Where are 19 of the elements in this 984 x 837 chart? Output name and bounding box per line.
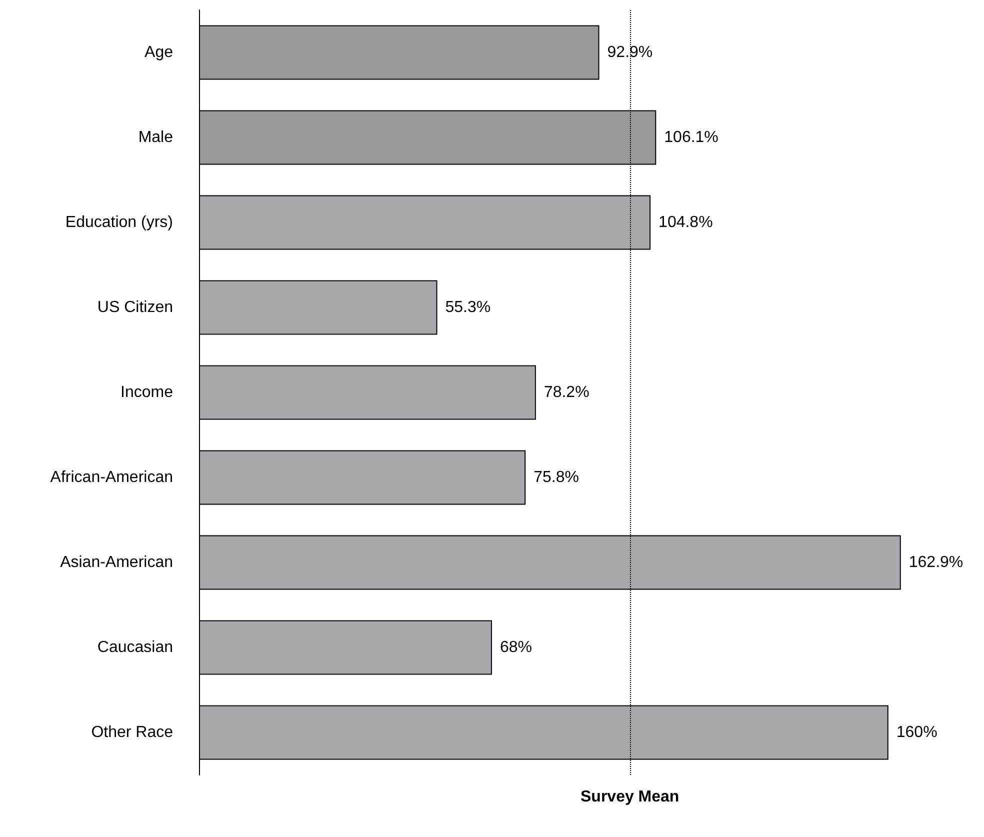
data-label: 160% xyxy=(896,724,938,741)
ref-line-label: Survey Mean xyxy=(580,788,680,806)
data-label: 104.8% xyxy=(658,214,713,231)
y-tick-label: Education (yrs) xyxy=(65,214,173,231)
data-label: 162.9% xyxy=(908,554,964,571)
y-tick-label: Asian-American xyxy=(60,554,173,571)
y-tick-label: Income xyxy=(120,384,174,401)
data-label: 68% xyxy=(500,639,532,656)
y-tick-label: African-American xyxy=(50,469,173,486)
data-label: 75.8% xyxy=(534,469,579,486)
y-tick-label: US Citizen xyxy=(97,299,173,316)
data-label: 106.1% xyxy=(664,129,718,146)
data-label: 55.3% xyxy=(445,299,491,316)
data-label: 78.2% xyxy=(544,384,590,401)
y-tick-label: Other Race xyxy=(91,724,174,741)
y-tick-label: Caucasian xyxy=(97,639,173,656)
y-tick-label: Age xyxy=(144,44,174,61)
y-tick-label: Male xyxy=(138,129,174,146)
data-label: 92.9% xyxy=(607,44,653,61)
